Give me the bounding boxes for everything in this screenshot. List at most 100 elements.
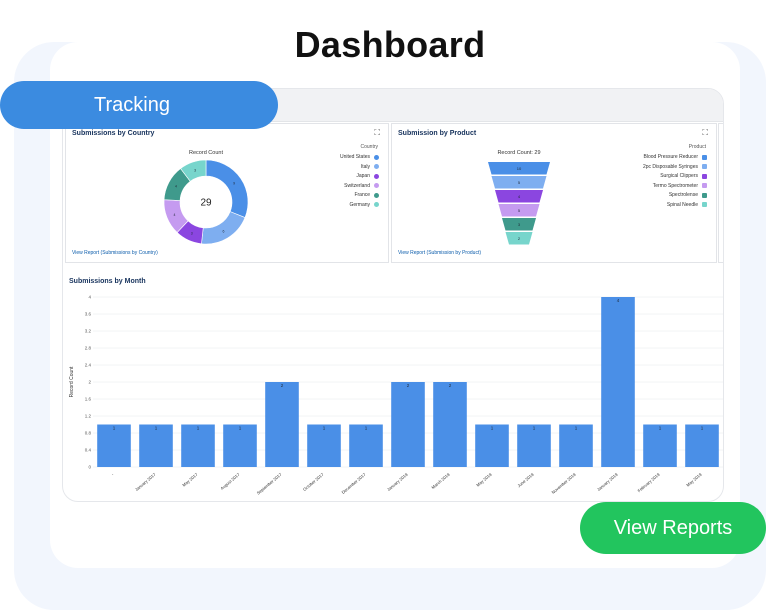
clipped-panel xyxy=(718,123,723,263)
expand-icon[interactable]: ⛶ xyxy=(702,128,708,137)
funnel-segment xyxy=(498,204,540,217)
x-tick-label: January 2017 xyxy=(134,472,157,493)
legend-item-label: Japan xyxy=(356,173,370,179)
month-bar xyxy=(559,424,593,467)
y-tick-label: 0 xyxy=(88,465,91,470)
donut-slice-label: 3 xyxy=(194,168,196,172)
product-panel-title: Submission by Product xyxy=(398,130,477,137)
funnel-segment-label: 5 xyxy=(518,208,521,213)
y-tick-label: 2.4 xyxy=(85,363,92,368)
x-tick-label: May 2017 xyxy=(181,472,199,488)
legend-swatch xyxy=(702,164,707,169)
month-bar xyxy=(601,297,635,467)
month-bar xyxy=(181,424,215,467)
country-report-link[interactable]: View Report (Submissions by Country) xyxy=(72,250,158,256)
donut-slice-label: 4 xyxy=(173,213,175,217)
legend-swatch xyxy=(702,183,707,188)
country-legend-title: Country xyxy=(360,144,378,150)
funnel-segment-label: 10 xyxy=(517,166,522,171)
y-tick-label: 1.6 xyxy=(85,397,92,402)
y-axis-label: Record Count xyxy=(69,366,75,397)
month-bar-label: 1 xyxy=(113,426,116,431)
month-bar xyxy=(223,424,257,467)
expand-icon[interactable]: ⛶ xyxy=(374,128,380,137)
x-tick-label: January 2018 xyxy=(386,472,409,493)
month-bar xyxy=(265,382,299,467)
funnel-segment xyxy=(502,218,536,231)
y-tick-label: 4 xyxy=(88,295,91,300)
month-bar xyxy=(349,424,383,467)
page-title: Dashboard xyxy=(294,24,486,65)
x-tick-label: November 2018 xyxy=(551,472,578,495)
x-tick-label: October 2017 xyxy=(302,472,325,493)
month-bar-label: 4 xyxy=(617,298,620,303)
product-funnel-chart: Record Count: 29 10 5 4 5 3 2 xyxy=(488,150,550,245)
y-tick-label: 0.4 xyxy=(85,448,92,453)
x-tick-label: September 2017 xyxy=(256,472,283,496)
month-bar xyxy=(433,382,467,467)
month-bar-label: 1 xyxy=(701,426,704,431)
funnel-segment xyxy=(505,232,533,245)
x-tick-label: December 2017 xyxy=(341,472,368,495)
funnel-segment-label: 4 xyxy=(518,194,521,199)
legend-item-label: Germany xyxy=(349,201,370,208)
legend-swatch xyxy=(702,192,707,198)
month-bar-label: 1 xyxy=(323,426,326,431)
y-tick-label: 2 xyxy=(88,380,91,385)
month-bar-label: 1 xyxy=(575,426,578,431)
tracking-label: Tracking xyxy=(94,93,170,116)
x-tick-label: June 2018 xyxy=(516,472,535,489)
month-bar xyxy=(517,424,551,467)
country-donut-chart: Record Count 9 6 3 4 4 3 29 xyxy=(163,150,249,245)
month-bar-label: 1 xyxy=(197,426,200,431)
month-bar-label: 1 xyxy=(365,426,368,431)
dashboard-screenshot: Submissions by Country ⛶ Record Count 9 6 3… xyxy=(62,88,724,502)
month-bar xyxy=(643,424,677,467)
month-bar xyxy=(307,424,341,467)
country-panel-title: Submissions by Country xyxy=(72,130,155,137)
month-bar xyxy=(97,424,131,467)
legend-swatch xyxy=(374,183,379,188)
month-bar xyxy=(391,382,425,467)
product-legend-title: Product xyxy=(688,144,706,150)
funnel-segment-label: 2 xyxy=(518,236,521,241)
legend-item-label: Blood Pressure Reducer xyxy=(643,154,698,160)
legend-swatch xyxy=(374,173,379,179)
funnel-segment xyxy=(495,190,543,203)
y-tick-label: 1.2 xyxy=(85,414,92,419)
tracking-tab[interactable]: Tracking xyxy=(0,81,278,129)
view-reports-button[interactable]: View Reports xyxy=(580,502,766,554)
month-bar xyxy=(685,424,719,467)
product-report-link[interactable]: View Report (Submission by Product) xyxy=(398,250,481,256)
legend-swatch xyxy=(374,154,379,160)
donut-slice-label: 3 xyxy=(191,231,193,235)
funnel-segment xyxy=(488,162,550,175)
funnel-segment-label: 5 xyxy=(518,180,521,185)
month-bar-label: 1 xyxy=(155,426,158,431)
legend-item-label: Italy xyxy=(360,163,370,170)
donut-title: Record Count xyxy=(189,150,223,156)
donut-total: 29 xyxy=(200,198,212,209)
donut-slice-label: 6 xyxy=(223,230,225,234)
legend-item-label: Switzerland xyxy=(344,182,370,189)
legend-item-label: Surgical Clippers xyxy=(660,173,698,179)
legend-swatch xyxy=(374,192,379,198)
legend-item-label: Spectrolense xyxy=(668,192,698,198)
funnel-title: Record Count: 29 xyxy=(497,150,540,156)
product-panel: Submission by Product ⛶ Record Count: 29… xyxy=(391,123,717,263)
funnel-segment xyxy=(491,176,547,189)
x-tick-label: May 2019 xyxy=(685,472,703,488)
month-bar-label: 2 xyxy=(449,383,452,388)
x-tick-label: - xyxy=(110,472,115,477)
donut-slice xyxy=(205,159,249,218)
x-tick-label: January 2019 xyxy=(596,472,619,493)
month-bar xyxy=(139,424,173,467)
month-bar-chart: Submissions by Month 0 0.4 0.8 1.2 1.6 2 2.4 2.8… xyxy=(69,278,723,496)
donut-slice xyxy=(180,159,207,182)
x-tick-label: May 2018 xyxy=(475,472,493,488)
legend-swatch xyxy=(374,164,379,169)
legend-swatch xyxy=(702,202,707,207)
legend-item-label: Termo Spectrometer xyxy=(652,182,698,189)
y-tick-label: 3.6 xyxy=(85,312,92,317)
legend-item-label: United States xyxy=(339,154,370,160)
